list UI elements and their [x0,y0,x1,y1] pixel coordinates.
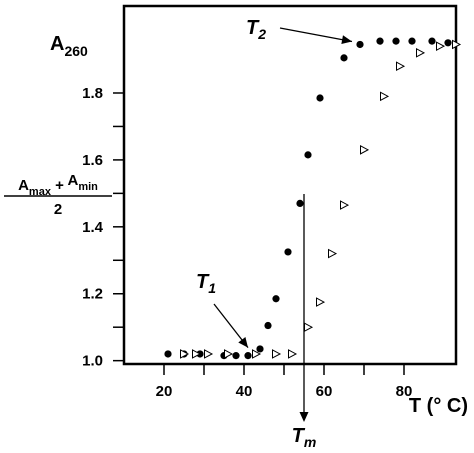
data-point-circle [408,37,416,45]
series-open-triangles [180,39,462,359]
t2-label: T2 [246,17,266,42]
midpoint-term-letter: A [18,177,29,194]
x-axis-title: T (° C) [409,395,468,417]
axis-tick-labels: 20 40 60 80 1.0 1.2 1.4 1.6 1.8 [82,85,412,400]
data-point-triangle [328,248,338,259]
data-point-circle [284,248,292,256]
midpoint-label-numerator: Amax + Amin [18,172,98,198]
tm-label-letter: T [292,425,306,447]
data-point-circle [296,199,304,208]
x-tick-label: 20 [156,383,173,400]
y-axis-title-main: A [50,33,64,55]
axis-ticks [113,92,405,375]
data-point-circle [376,37,384,45]
data-point-circle [428,37,436,45]
data-point-circle [316,94,324,102]
x-tick-label: 60 [316,383,333,400]
t1-label-subscript: 1 [208,280,216,296]
data-point-circle [244,352,252,360]
data-point-triangle [204,349,214,359]
data-point-triangle [224,349,234,359]
y-tick-label: 1.6 [82,152,103,169]
y-axis-title: A260 [50,33,88,59]
data-point-triangle [380,91,390,102]
data-point-circle [392,37,400,45]
midpoint-term-subscript: max [29,186,52,198]
midpoint-term-letter: A [68,172,79,189]
data-point-circle [272,295,280,303]
t2-arrowhead [341,35,352,45]
data-point-triangle [436,41,446,51]
data-point-triangle [316,297,326,307]
data-point-triangle [304,322,314,333]
midpoint-label-denominator: 2 [54,201,62,218]
data-point-triangle [252,349,262,359]
tm-arrowhead [299,412,309,422]
tm-label: Tm [292,425,317,450]
data-point-circle [340,54,348,62]
data-point-triangle [452,39,462,50]
t1-annotation: T1 [196,271,249,349]
data-point-triangle [340,200,350,210]
t2-arrow-line [279,27,353,43]
t2-label-letter: T [246,17,260,39]
midpoint-term-subscript: min [78,181,98,193]
midpoint-plus: + [51,177,68,194]
data-point-triangle [180,349,190,359]
data-point-circle [356,40,364,49]
data-point-triangle [288,349,298,359]
data-point-triangle [396,61,406,72]
data-point-circle [164,350,172,358]
tm-label-subscript: m [304,434,316,450]
tm-marker: Tm [292,194,317,450]
midpoint-label: Amax + Amin 2 [4,172,112,218]
data-point-triangle [272,349,282,359]
x-tick-label: 80 [396,383,413,400]
data-point-circle [264,321,272,330]
t1-arrowhead [238,336,248,348]
data-point-circle [232,352,240,360]
y-tick-label: 1.2 [82,286,103,303]
data-point-triangle [416,48,426,58]
data-point-triangle [192,349,202,359]
t2-annotation: T2 [246,17,353,45]
data-point-circle [304,151,312,159]
t2-label-subscript: 2 [257,26,266,42]
plot-frame [122,4,458,366]
data-point-triangle [360,145,370,155]
y-tick-label: 1.8 [82,85,103,102]
data-point-circle [256,345,264,353]
t1-label-letter: T [196,271,210,293]
y-axis-title-sub: 260 [64,43,88,59]
data-point-circle [444,39,452,47]
t1-label: T1 [196,271,216,296]
y-tick-label: 1.0 [82,353,103,370]
series-filled-circles [164,37,452,360]
y-tick-label: 1.4 [82,219,104,236]
x-tick-label: 40 [236,383,253,400]
